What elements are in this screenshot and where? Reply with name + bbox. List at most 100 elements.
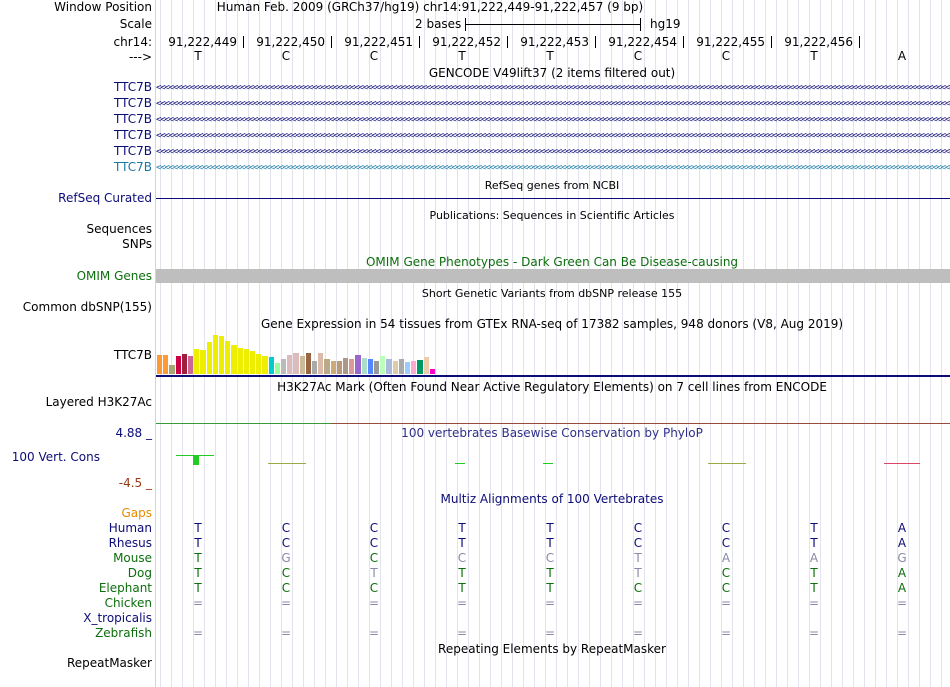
gtex-tissue-bar[interactable] <box>231 345 237 374</box>
gtex-tissue-bar[interactable] <box>206 342 212 374</box>
sequences-label[interactable]: Sequences <box>86 222 152 236</box>
gtex-tissue-bar[interactable] <box>287 355 293 374</box>
gencode-transcript[interactable]: <<<<<<<<<<<<<<<<<<<<<<<<<<<<<<<<<<<<<<<<… <box>156 163 950 173</box>
gencode-item-label[interactable]: TTC7B <box>114 128 152 142</box>
snps-label[interactable]: SNPs <box>122 237 152 251</box>
gridline <box>160 0 161 687</box>
gtex-expression-bars[interactable] <box>156 332 556 374</box>
gtex-tissue-bar[interactable] <box>380 356 386 374</box>
gtex-tissue-bar[interactable] <box>324 359 330 374</box>
gtex-tissue-bar[interactable] <box>225 341 231 374</box>
phylop-label[interactable]: 100 Vert. Cons <box>11 450 100 464</box>
h3k27ac-signal-brown <box>331 423 950 424</box>
gridline <box>534 0 535 687</box>
scale-bar-tick <box>640 18 641 31</box>
gtex-tissue-bar[interactable] <box>429 369 435 374</box>
gridline <box>798 0 799 687</box>
gencode-item-label[interactable]: TTC7B <box>114 96 152 110</box>
omim-gene-block[interactable] <box>156 269 950 283</box>
gtex-tissue-bar[interactable] <box>194 349 200 374</box>
gencode-item-label[interactable]: TTC7B <box>114 160 152 174</box>
alignment-base: T <box>194 581 202 595</box>
multiz-title: Multiz Alignments of 100 Vertebrates <box>440 492 664 506</box>
gridline <box>633 0 634 687</box>
species-label[interactable]: X_tropicalis <box>83 611 152 625</box>
gtex-tissue-bar[interactable] <box>330 361 336 374</box>
phylop-mark-2 <box>268 463 306 464</box>
gtex-tissue-bar[interactable] <box>262 356 268 374</box>
gencode-item-label[interactable]: TTC7B <box>114 144 152 158</box>
species-label[interactable]: Zebrafish <box>95 626 152 640</box>
gtex-tissue-bar[interactable] <box>163 355 169 374</box>
species-label[interactable]: Rhesus <box>108 536 152 550</box>
gtex-tissue-bar[interactable] <box>293 353 299 374</box>
alignment-base: = <box>192 596 204 610</box>
gtex-tissue-bar[interactable] <box>423 357 429 374</box>
gtex-tissue-bar[interactable] <box>417 360 423 374</box>
gtex-tissue-bar[interactable] <box>405 362 411 374</box>
gtex-tissue-bar[interactable] <box>250 351 256 374</box>
gencode-transcript[interactable]: <<<<<<<<<<<<<<<<<<<<<<<<<<<<<<<<<<<<<<<<… <box>156 147 950 157</box>
gtex-tissue-bar[interactable] <box>318 353 324 374</box>
gtex-tissue-bar[interactable] <box>243 349 249 374</box>
gtex-tissue-bar[interactable] <box>361 358 367 374</box>
gtex-tissue-bar[interactable] <box>157 355 163 374</box>
gencode-item-label[interactable]: TTC7B <box>114 112 152 126</box>
dbsnp-title: Short Genetic Variants from dbSNP releas… <box>421 287 683 300</box>
species-label[interactable]: Human <box>108 521 152 535</box>
gencode-transcript[interactable]: <<<<<<<<<<<<<<<<<<<<<<<<<<<<<<<<<<<<<<<<… <box>156 83 950 93</box>
h3k27ac-label[interactable]: Layered H3K27Ac <box>45 395 152 409</box>
gtex-tissue-bar[interactable] <box>200 350 206 374</box>
species-label[interactable]: Chicken <box>104 596 152 610</box>
species-label[interactable]: Dog <box>127 566 152 580</box>
gtex-tissue-bar[interactable] <box>237 348 243 374</box>
gtex-tissue-bar[interactable] <box>343 358 349 374</box>
dbsnp-label[interactable]: Common dbSNP(155) <box>22 300 152 314</box>
gtex-tissue-bar[interactable] <box>268 357 274 374</box>
gridline <box>523 0 524 687</box>
gridline <box>237 0 238 687</box>
omim-label[interactable]: OMIM Genes <box>76 269 152 283</box>
refseq-gene-line[interactable] <box>156 198 950 199</box>
gtex-tissue-bar[interactable] <box>367 359 373 374</box>
gtex-tissue-bar[interactable] <box>374 361 380 374</box>
gtex-tissue-bar[interactable] <box>398 359 404 374</box>
gtex-tissue-bar[interactable] <box>392 361 398 374</box>
gtex-tissue-bar[interactable] <box>188 356 194 374</box>
gtex-tissue-bar[interactable] <box>386 359 392 374</box>
gridline <box>765 0 766 687</box>
gridline <box>479 0 480 687</box>
gtex-tissue-bar[interactable] <box>411 361 417 374</box>
gtex-tissue-bar[interactable] <box>274 363 280 374</box>
gtex-tissue-bar[interactable] <box>349 359 355 374</box>
species-label[interactable]: Mouse <box>113 551 152 565</box>
gtex-tissue-bar[interactable] <box>212 335 218 374</box>
gtex-tissue-bar[interactable] <box>175 356 181 374</box>
gtex-tissue-bar[interactable] <box>312 361 318 374</box>
gtex-tissue-bar[interactable] <box>219 336 225 374</box>
gtex-tissue-bar[interactable] <box>336 361 342 374</box>
gtex-label[interactable]: TTC7B <box>114 348 152 362</box>
gencode-transcript[interactable]: <<<<<<<<<<<<<<<<<<<<<<<<<<<<<<<<<<<<<<<<… <box>156 99 950 109</box>
track-area[interactable]: Human Feb. 2009 (GRCh37/hg19) chr14:91,2… <box>156 0 950 687</box>
gtex-tissue-bar[interactable] <box>299 356 305 374</box>
gencode-transcript[interactable]: <<<<<<<<<<<<<<<<<<<<<<<<<<<<<<<<<<<<<<<<… <box>156 131 950 141</box>
species-label[interactable]: Elephant <box>98 581 152 595</box>
repeatmasker-label[interactable]: RepeatMasker <box>66 656 152 670</box>
refseq-label[interactable]: RefSeq Curated <box>58 191 152 205</box>
gridline <box>677 0 678 687</box>
gtex-tissue-bar[interactable] <box>305 353 311 374</box>
gtex-tissue-bar[interactable] <box>181 354 187 374</box>
ruler-tick <box>419 36 420 48</box>
gtex-tissue-bar[interactable] <box>169 365 175 374</box>
gencode-item-label[interactable]: TTC7B <box>114 80 152 94</box>
gtex-tissue-bar[interactable] <box>256 354 262 374</box>
gtex-tissue-bar[interactable] <box>281 359 287 374</box>
alignment-base: T <box>194 521 202 535</box>
gtex-tissue-bar[interactable] <box>355 355 361 374</box>
alignment-base: A <box>897 536 907 550</box>
reference-base: A <box>897 49 907 63</box>
alignment-base: C <box>281 566 291 580</box>
gencode-transcript[interactable]: <<<<<<<<<<<<<<<<<<<<<<<<<<<<<<<<<<<<<<<<… <box>156 115 950 125</box>
